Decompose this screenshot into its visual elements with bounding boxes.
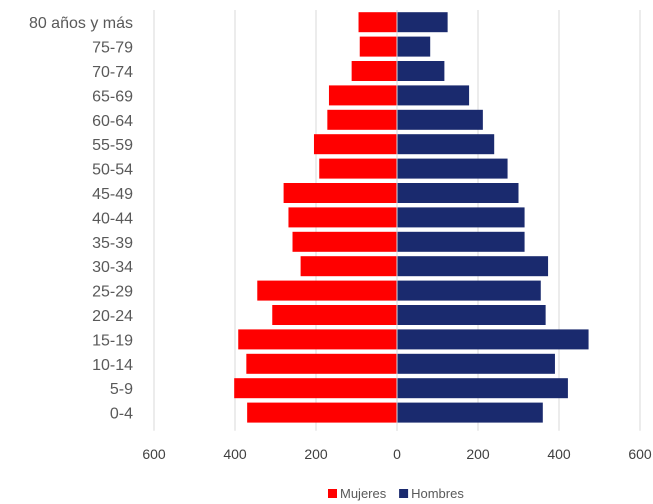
category-label-5: 55-59 bbox=[92, 137, 133, 154]
bar-mujeres-15 bbox=[234, 378, 397, 399]
bar-hombres-12 bbox=[397, 305, 546, 325]
bar-hombres-2 bbox=[397, 61, 445, 81]
bar-hombres-16 bbox=[397, 402, 543, 423]
legend-label-0: Mujeres bbox=[340, 486, 387, 501]
x-tick-label-0: 600 bbox=[142, 446, 166, 462]
bar-mujeres-1 bbox=[359, 36, 397, 57]
bar-hombres-3 bbox=[397, 85, 470, 106]
x-tick-label-2: 200 bbox=[304, 446, 328, 462]
bar-mujeres-3 bbox=[328, 85, 397, 106]
bar-mujeres-5 bbox=[313, 134, 397, 155]
bar-hombres-6 bbox=[397, 158, 508, 179]
bar-mujeres-16 bbox=[247, 402, 397, 423]
category-label-10: 30-34 bbox=[92, 259, 133, 276]
x-tick-label-6: 600 bbox=[628, 446, 652, 462]
category-label-11: 25-29 bbox=[92, 284, 133, 301]
x-tick-label-5: 400 bbox=[547, 446, 571, 462]
category-label-8: 40-44 bbox=[92, 210, 133, 227]
bar-hombres-0 bbox=[397, 12, 448, 33]
legend: Mujeres Hombres bbox=[328, 486, 464, 501]
bar-mujeres-7 bbox=[283, 183, 397, 203]
bar-hombres-10 bbox=[397, 256, 549, 277]
bar-mujeres-10 bbox=[300, 256, 397, 277]
category-label-0: 80 años y más bbox=[29, 15, 133, 32]
bar-hombres-4 bbox=[397, 109, 483, 130]
category-label-4: 60-64 bbox=[92, 113, 133, 130]
category-label-6: 50-54 bbox=[92, 162, 133, 179]
x-tick-label-4: 200 bbox=[466, 446, 490, 462]
legend-swatch-1 bbox=[399, 489, 409, 498]
category-label-1: 75-79 bbox=[92, 40, 133, 57]
bar-mujeres-4 bbox=[327, 109, 397, 130]
category-label-13: 15-19 bbox=[92, 332, 133, 349]
bar-hombres-14 bbox=[397, 353, 555, 374]
bar-hombres-9 bbox=[397, 231, 525, 252]
category-labels: 80 años y más 75-79 70-74 65-69 60-64 55-59 50… bbox=[29, 15, 133, 422]
x-tick-label-3: 0 bbox=[393, 446, 401, 462]
bar-hombres-7 bbox=[397, 183, 519, 203]
x-tick-label-1: 400 bbox=[223, 446, 247, 462]
category-label-9: 35-39 bbox=[92, 235, 133, 252]
x-axis-tick-labels: 600 400 200 0 200 400 600 bbox=[142, 446, 652, 462]
bars bbox=[234, 10, 589, 431]
bar-mujeres-11 bbox=[257, 280, 397, 301]
category-label-14: 10-14 bbox=[92, 357, 133, 374]
bar-hombres-5 bbox=[397, 134, 495, 155]
bar-mujeres-8 bbox=[288, 207, 397, 228]
category-label-7: 45-49 bbox=[92, 186, 133, 203]
category-label-12: 20-24 bbox=[92, 308, 133, 325]
category-label-16: 0-4 bbox=[110, 406, 133, 423]
bar-hombres-1 bbox=[397, 36, 431, 57]
bar-mujeres-12 bbox=[272, 305, 397, 325]
bar-hombres-11 bbox=[397, 280, 541, 301]
bar-mujeres-0 bbox=[358, 12, 397, 33]
legend-label-1: Hombres bbox=[411, 486, 464, 501]
bar-mujeres-2 bbox=[351, 61, 397, 81]
bar-hombres-13 bbox=[397, 329, 589, 350]
bar-mujeres-14 bbox=[246, 353, 397, 374]
legend-swatch-0 bbox=[328, 489, 337, 498]
bar-hombres-8 bbox=[397, 207, 525, 228]
bar-mujeres-13 bbox=[238, 329, 397, 350]
bar-mujeres-9 bbox=[292, 231, 397, 252]
bar-mujeres-6 bbox=[319, 158, 397, 179]
category-label-2: 70-74 bbox=[92, 64, 133, 81]
category-label-3: 65-69 bbox=[92, 88, 133, 105]
bar-hombres-15 bbox=[397, 378, 568, 399]
category-label-15: 5-9 bbox=[110, 381, 133, 398]
